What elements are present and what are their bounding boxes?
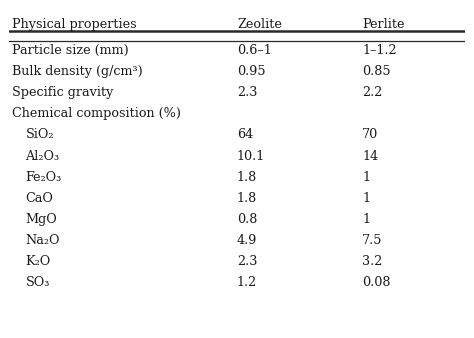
Text: 4.9: 4.9 [237, 234, 257, 247]
Text: Specific gravity: Specific gravity [12, 86, 113, 99]
Text: SO₃: SO₃ [26, 276, 50, 289]
Text: 64: 64 [237, 128, 253, 141]
Text: 0.95: 0.95 [237, 65, 265, 78]
Text: 1: 1 [362, 171, 370, 184]
Text: K₂O: K₂O [26, 255, 51, 268]
Text: 10.1: 10.1 [237, 149, 265, 163]
Text: SiO₂: SiO₂ [26, 128, 54, 141]
Text: MgO: MgO [26, 213, 57, 226]
Text: 0.08: 0.08 [362, 276, 391, 289]
Text: 1.8: 1.8 [237, 171, 257, 184]
Text: Physical properties: Physical properties [12, 18, 137, 31]
Text: Fe₂O₃: Fe₂O₃ [26, 171, 62, 184]
Text: 1: 1 [362, 192, 370, 205]
Text: Bulk density (g/cm³): Bulk density (g/cm³) [12, 65, 143, 78]
Text: Perlite: Perlite [362, 18, 405, 31]
Text: 7.5: 7.5 [362, 234, 383, 247]
Text: 0.85: 0.85 [362, 65, 391, 78]
Text: 1–1.2: 1–1.2 [362, 44, 397, 57]
Text: Particle size (mm): Particle size (mm) [12, 44, 128, 57]
Text: 0.6–1: 0.6–1 [237, 44, 272, 57]
Text: Al₂O₃: Al₂O₃ [26, 149, 60, 163]
Text: 2.3: 2.3 [237, 86, 257, 99]
Text: 1.8: 1.8 [237, 192, 257, 205]
Text: Na₂O: Na₂O [26, 234, 60, 247]
Text: 70: 70 [362, 128, 378, 141]
Text: 14: 14 [362, 149, 378, 163]
Text: 1: 1 [362, 213, 370, 226]
Text: 1.2: 1.2 [237, 276, 257, 289]
Text: Zeolite: Zeolite [237, 18, 282, 31]
Text: 3.2: 3.2 [362, 255, 383, 268]
Text: 0.8: 0.8 [237, 213, 257, 226]
Text: CaO: CaO [26, 192, 53, 205]
Text: Chemical composition (%): Chemical composition (%) [12, 107, 181, 120]
Text: 2.2: 2.2 [362, 86, 383, 99]
Text: 2.3: 2.3 [237, 255, 257, 268]
